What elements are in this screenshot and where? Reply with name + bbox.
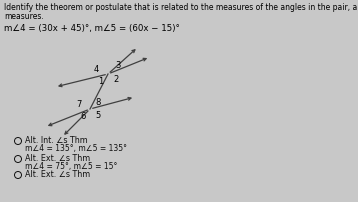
Text: m∠4 = 75°, m∠5 = 15°: m∠4 = 75°, m∠5 = 15° <box>25 161 117 170</box>
Text: 5: 5 <box>95 111 101 120</box>
Text: 4: 4 <box>93 65 98 74</box>
Text: Alt. Ext. ∠s Thm: Alt. Ext. ∠s Thm <box>25 170 90 179</box>
Text: m∠4 = 135°, m∠5 = 135°: m∠4 = 135°, m∠5 = 135° <box>25 143 127 152</box>
Text: Alt. Int. ∠s Thm: Alt. Int. ∠s Thm <box>25 136 88 145</box>
Text: Alt. Ext. ∠s Thm: Alt. Ext. ∠s Thm <box>25 154 90 163</box>
Text: m∠4 = (30x + 45)°, m∠5 = (60x − 15)°: m∠4 = (30x + 45)°, m∠5 = (60x − 15)° <box>4 24 180 33</box>
Text: Identify the theorem or postulate that is related to the measures of the angles : Identify the theorem or postulate that i… <box>4 3 358 12</box>
Text: 7: 7 <box>76 100 82 109</box>
Text: measures.: measures. <box>4 12 44 21</box>
Text: 3: 3 <box>115 61 121 70</box>
Text: 2: 2 <box>113 75 118 84</box>
Text: 1: 1 <box>98 77 103 86</box>
Text: 6: 6 <box>80 112 86 121</box>
Text: 8: 8 <box>95 98 101 107</box>
